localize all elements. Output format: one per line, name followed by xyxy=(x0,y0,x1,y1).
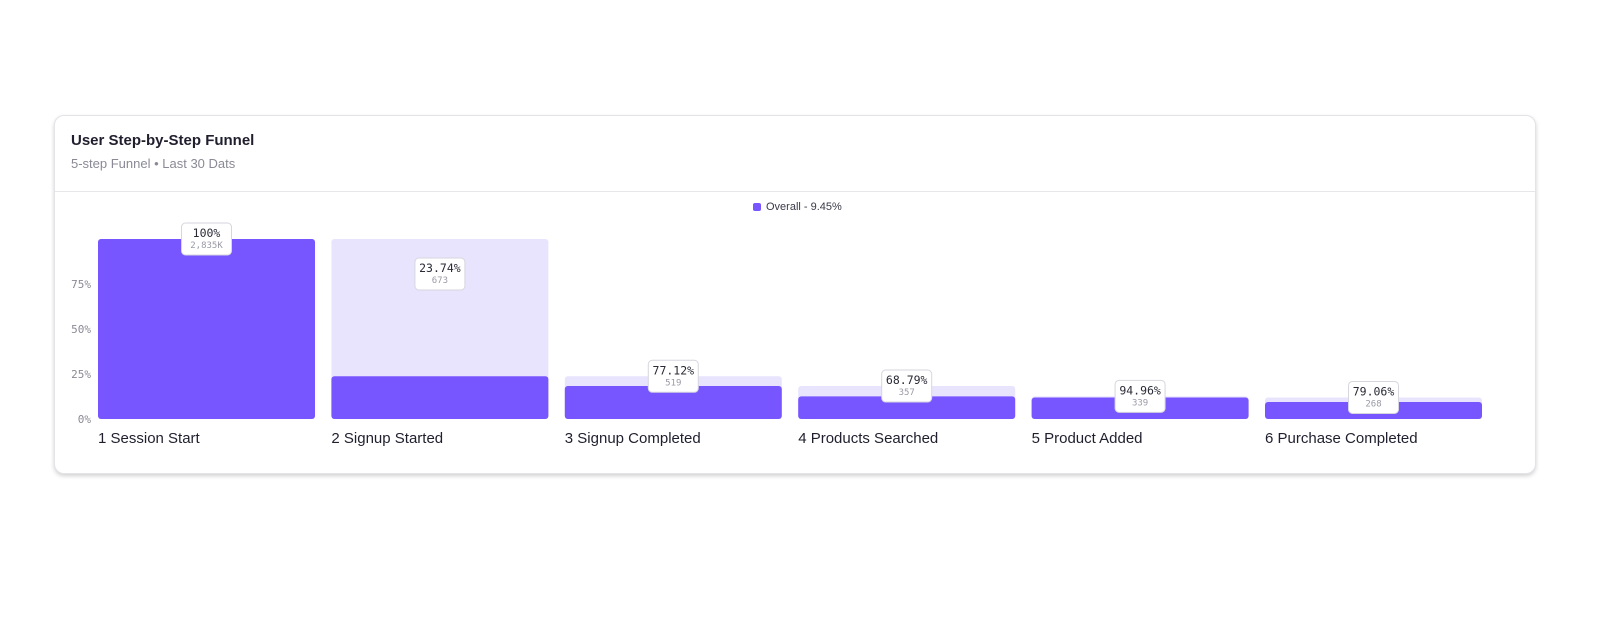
funnel-bar[interactable] xyxy=(98,239,315,419)
conversion-count-label: 673 xyxy=(432,276,448,286)
y-tick-label: 25% xyxy=(71,368,91,381)
conversion-percent-label: 77.12% xyxy=(653,363,695,377)
conversion-badge xyxy=(881,369,933,403)
y-tick-label: 0% xyxy=(78,413,92,426)
conversion-count-label: 268 xyxy=(1365,399,1381,409)
conversion-percent-label: 79.06% xyxy=(1353,384,1395,398)
conversion-badge xyxy=(1348,380,1399,414)
conversion-badge xyxy=(647,359,699,393)
conversion-percent-label: 100% xyxy=(193,226,221,240)
y-tick-label: 50% xyxy=(71,323,91,336)
category-label: 2 Signup Started xyxy=(331,430,443,447)
conversion-count-label: 339 xyxy=(1132,398,1148,408)
conversion-count-label: 519 xyxy=(665,378,681,388)
conversion-percent-label: 94.96% xyxy=(1119,383,1161,397)
funnel-chart: 0% 25% 50% 75% 1 Session Start 100%2,835K 2 Si… xyxy=(71,222,1482,447)
legend-label: Overall - 9.45% xyxy=(766,201,842,213)
card-header: User Step-by-Step Funnel 5-step Funnel •… xyxy=(55,116,1535,192)
category-label: 6 Purchase Completed xyxy=(1265,430,1418,447)
conversion-badge xyxy=(1114,379,1166,413)
funnel-bar[interactable] xyxy=(331,376,549,419)
card-subtitle: 5-step Funnel • Last 30 Dats xyxy=(71,156,236,171)
conversion-percent-label: 23.74% xyxy=(419,261,461,275)
funnel-card: User Step-by-Step Funnel 5-step Funnel •… xyxy=(54,115,1536,474)
category-label: 3 Signup Completed xyxy=(565,430,701,447)
conversion-count-label: 357 xyxy=(899,388,915,398)
conversion-percent-label: 68.79% xyxy=(886,373,928,387)
y-tick-label: 75% xyxy=(71,278,91,291)
funnel-bar[interactable] xyxy=(798,396,1016,419)
conversion-count-label: 2,835K xyxy=(190,241,223,251)
conversion-badge xyxy=(414,257,466,291)
funnel-bar[interactable] xyxy=(564,386,782,419)
legend-swatch xyxy=(753,203,761,211)
funnel-bar-background xyxy=(331,239,549,419)
chart-legend[interactable]: Overall - 9.45% xyxy=(753,199,842,215)
card-title: User Step-by-Step Funnel xyxy=(71,132,255,149)
category-label: 1 Session Start xyxy=(98,430,201,447)
category-label: 4 Products Searched xyxy=(798,430,938,447)
conversion-badge xyxy=(181,222,232,256)
category-label: 5 Product Added xyxy=(1032,430,1143,447)
